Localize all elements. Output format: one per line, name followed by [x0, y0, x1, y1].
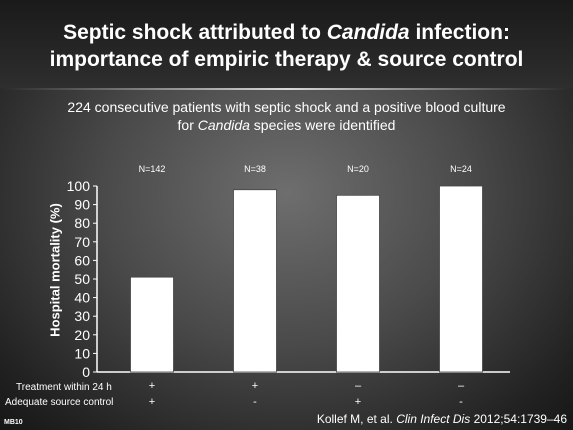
subtitle-line2-italic: Candida [197, 117, 250, 133]
title-band [0, 0, 573, 88]
source-row-label: Adequate source control [5, 397, 114, 408]
category-label-3: N=20 [347, 164, 369, 174]
slide-title-line1: Septic shock attributed to Candida infec… [0, 20, 573, 45]
treatment-sign-1: + [148, 380, 156, 392]
subtitle-line2-end: species were identified [249, 117, 396, 133]
citation-ref: 2012;54:1739–46 [470, 412, 567, 426]
y-tick-label-100: 100 [67, 178, 91, 194]
y-tick-label-80: 80 [74, 215, 90, 231]
y-tick-label-90: 90 [74, 197, 90, 213]
treatment-sign-3: – [354, 380, 362, 392]
category-label-4: N=24 [450, 164, 472, 174]
citation: Kollef M, et al. Clin Infect Dis 2012;54… [317, 412, 567, 426]
treatment-sign-2: + [251, 380, 259, 392]
subtitle-line2-start: for [177, 117, 198, 133]
bar-2 [233, 189, 277, 373]
y-tick-label-20: 20 [74, 327, 90, 343]
title-line1-start: Septic shock attributed to [63, 21, 327, 44]
category-label-1: N=142 [138, 164, 166, 174]
bar-1 [130, 276, 174, 373]
y-tick-label-40: 40 [74, 290, 90, 306]
source-sign-1: + [148, 396, 156, 408]
title-line1-end: infection: [409, 21, 510, 44]
title-divider [0, 88, 573, 90]
source-sign-2: - [253, 396, 257, 408]
y-tick-label-0: 0 [82, 364, 90, 380]
y-tick-label-60: 60 [74, 252, 90, 268]
y-tick-label-10: 10 [74, 345, 90, 361]
bar-4 [439, 185, 483, 373]
subtitle-line1: 224 consecutive patients with septic sho… [67, 99, 506, 115]
bar-3 [336, 194, 380, 373]
subtitle-line2: for Candida species were identified [0, 117, 573, 134]
y-axis-label: Hospital mortality (%) [47, 203, 63, 337]
footer-code: MB10 [4, 419, 23, 426]
title-line1-italic: Candida [326, 21, 410, 44]
source-sign-3: + [354, 396, 362, 408]
treatment-sign-4: – [457, 380, 465, 392]
citation-journal: Clin Infect Dis [396, 412, 471, 426]
slide-title-line2: importance of empiric therapy & source c… [49, 48, 524, 71]
citation-authors: Kollef M, et al. [316, 412, 397, 426]
y-tick-label-70: 70 [74, 234, 90, 250]
y-tick-label-50: 50 [74, 271, 90, 287]
y-tick-label-30: 30 [74, 308, 90, 324]
treatment-row-label: Treatment within 24 h [16, 382, 112, 393]
category-label-2: N=38 [244, 164, 266, 174]
source-sign-4: - [459, 396, 463, 408]
